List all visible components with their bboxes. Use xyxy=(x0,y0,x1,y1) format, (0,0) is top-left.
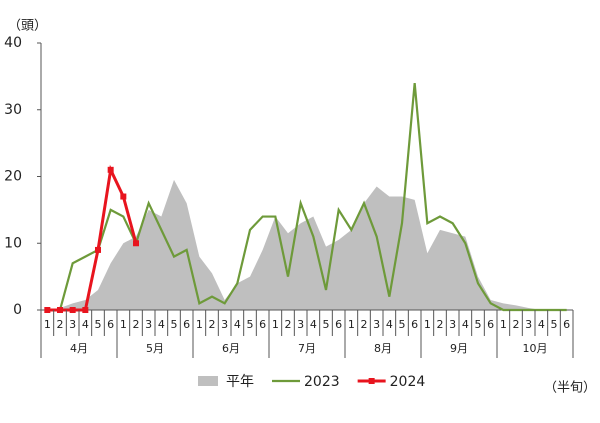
y-tick-label: 10 xyxy=(4,235,22,251)
x-tick-label: 1 xyxy=(348,318,355,331)
marker xyxy=(107,166,114,173)
x-tick-label: 6 xyxy=(411,318,418,331)
marker xyxy=(69,307,76,313)
x-tick-label: 2 xyxy=(285,318,292,331)
x-tick-label: 6 xyxy=(259,318,266,331)
x-tick-label: 1 xyxy=(272,318,279,331)
x-tick-label: 3 xyxy=(221,318,228,331)
month-label: 9月 xyxy=(450,342,468,355)
y-axis-label: （頭） xyxy=(8,19,47,34)
x-tick-label: 1 xyxy=(44,318,51,331)
x-tick-label: 5 xyxy=(247,318,254,331)
y-tick-label: 30 xyxy=(4,102,22,118)
x-tick-label: 6 xyxy=(107,318,114,331)
x-tick-label: 5 xyxy=(95,318,102,331)
marker xyxy=(133,240,139,247)
y-tick-label: 40 xyxy=(4,35,22,51)
area xyxy=(47,179,567,310)
x-tick-label: 1 xyxy=(500,318,507,331)
x-tick-label: 6 xyxy=(487,318,494,331)
x-tick-label: 3 xyxy=(449,318,456,331)
marker xyxy=(44,307,51,313)
y-tick-label: 0 xyxy=(13,302,22,318)
x-tick-label: 3 xyxy=(297,318,304,331)
legend-label: 2023 xyxy=(304,374,340,390)
x-tick-label: 6 xyxy=(563,318,570,331)
x-tick-label: 4 xyxy=(234,318,241,331)
x-tick-label: 1 xyxy=(196,318,203,331)
month-label: 5月 xyxy=(146,342,164,355)
x-tick-label: 5 xyxy=(475,318,482,331)
x-tick-label: 4 xyxy=(158,318,165,331)
month-label: 7月 xyxy=(298,342,316,355)
marker xyxy=(57,307,63,313)
x-tick-label: 5 xyxy=(399,318,406,331)
x-tick-label: 4 xyxy=(386,318,393,331)
x-tick-label: 1 xyxy=(424,318,431,331)
x-tick-label: 2 xyxy=(437,318,444,331)
marker xyxy=(82,307,89,313)
marker xyxy=(120,193,127,200)
legend-swatch xyxy=(198,376,218,386)
month-label: 4月 xyxy=(70,342,88,355)
x-tick-label: 4 xyxy=(538,318,545,331)
marker xyxy=(95,246,101,253)
month-label: 10月 xyxy=(523,342,548,355)
x-tick-label: 2 xyxy=(133,318,140,331)
month-label: 6月 xyxy=(222,342,240,355)
x-tick-label: 4 xyxy=(310,318,317,331)
x-tick-label: 5 xyxy=(171,318,178,331)
x-tick-label: 3 xyxy=(525,318,532,331)
x-tick-label: 2 xyxy=(209,318,216,331)
x-tick-label: 1 xyxy=(120,318,127,331)
legend-marker xyxy=(368,378,375,384)
x-tick-label: 6 xyxy=(335,318,342,331)
legend-label: 2024 xyxy=(390,374,426,390)
month-label: 8月 xyxy=(374,342,392,355)
x-tick-label: 3 xyxy=(145,318,152,331)
x-tick-label: 5 xyxy=(323,318,330,331)
legend-label: 平年 xyxy=(226,374,254,390)
x-tick-label: 5 xyxy=(551,318,558,331)
x-tick-label: 3 xyxy=(373,318,380,331)
x-axis-label: （半旬） xyxy=(544,381,596,396)
x-tick-label: 3 xyxy=(69,318,76,331)
x-tick-label: 2 xyxy=(361,318,368,331)
x-tick-label: 4 xyxy=(462,318,469,331)
x-tick-label: 4 xyxy=(82,318,89,331)
x-tick-label: 2 xyxy=(513,318,520,331)
x-tick-label: 2 xyxy=(57,318,64,331)
x-tick-label: 6 xyxy=(183,318,190,331)
y-tick-label: 20 xyxy=(4,169,22,185)
